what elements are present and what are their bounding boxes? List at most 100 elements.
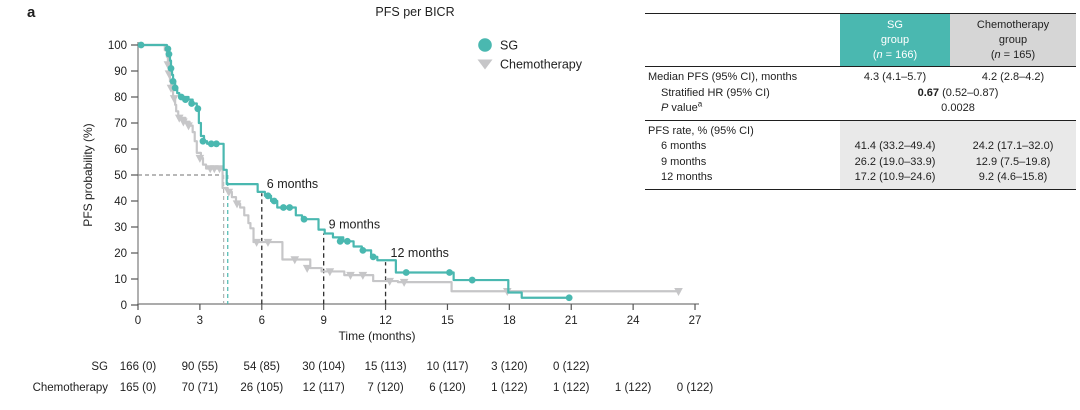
pfs-rate-section: PFS rate, % (95% CI) 6 months 41.4 (33.2… [645,120,1076,190]
sg-header-line2: group [880,34,910,46]
p-value-row: P valuea 0.0028 [645,99,1076,117]
rate-12mo-label: 12 months [661,171,713,184]
risk-value: 26 (105) [240,382,283,394]
y-tick-label: 90 [114,66,127,78]
median-pfs-sg-value: 4.3 (4.1–5.7) [863,71,927,84]
y-tick-label: 60 [114,144,127,156]
chemo-censor-mark [346,271,355,280]
sg-censor-mark [264,192,272,200]
chemo-censor-mark [179,118,188,127]
timepoint-9mo-label: 9 months [329,218,380,232]
y-tick-label: 40 [114,196,127,208]
risk-value: 166 (0) [120,361,157,373]
risk-value: 0 (122) [553,361,590,373]
risk-value: 0 (122) [677,382,714,394]
sg-censor-mark [182,96,189,103]
median-pfs-row: Median PFS (95% CI), months 4.3 (4.1–5.7… [645,70,1076,86]
risk-value: 1 (122) [553,382,590,394]
rate-9mo-chemo: 12.9 (7.5–19.8) [975,155,1051,168]
sg-censor-mark [137,41,145,49]
chemo-header-line1: Chemotherapy [976,19,1050,31]
rate-9mo-sg: 26.2 (19.0–33.9) [854,155,936,168]
y-tick-label: 80 [114,92,127,104]
chemo-censor-mark [399,278,409,287]
rate-6mo-sg: 41.4 (33.2–49.4) [854,140,936,153]
p-value-label: P valuea [661,99,703,115]
chemo-censor-mark [195,154,205,163]
sg-group-header: SG group (n = 166) [840,14,950,66]
x-tick-label: 21 [565,315,578,327]
p-value: 0.0028 [941,102,975,115]
rate-12mo-row: 12 months 17.2 (10.9–24.6) 9.2 (4.6–15.8… [645,170,1076,186]
chemo-censor-mark [263,238,273,247]
results-table: SG group (n = 166) Chemotherapy group (n… [645,13,1076,190]
rate-12mo-chemo: 9.2 (4.6–15.8) [978,171,1048,184]
y-tick-label: 100 [108,40,127,52]
header-spacer [645,14,840,66]
chemo-censor-mark [674,288,683,297]
risk-row-label: SG [91,361,108,373]
risk-row-label: Chemotherapy [33,382,109,394]
chemo-header-n: (n = 165) [990,49,1036,61]
rate-9mo-label: 9 months [661,155,707,168]
median-pfs-label: Median PFS (95% CI), months [648,71,798,84]
legend-sg-label: SG [500,39,518,53]
chemotherapy-km-curve [138,43,681,293]
legend-chemo-label: Chemotherapy [500,58,583,72]
risk-value: 165 (0) [120,382,157,394]
x-axis-title: Time (months) [339,329,416,343]
rate-6mo-label: 6 months [661,140,707,153]
rate-6mo-row: 6 months 41.4 (33.2–49.4) 24.2 (17.1–32.… [645,139,1076,155]
sg-km-curve [138,43,572,299]
median-pfs-chemo-value: 4.2 (2.8–4.2) [981,71,1045,84]
chemo-censor-mark [169,95,179,104]
x-tick-label: 6 [259,315,265,327]
chemo-censor-mark [232,200,242,209]
median-section: Median PFS (95% CI), months 4.3 (4.1–5.7… [645,67,1076,121]
rate-columns-background [840,120,1076,189]
sg-censor-mark [199,137,207,145]
chemo-censor-mark [302,264,312,273]
results-table-header: SG group (n = 166) Chemotherapy group (n… [645,14,1076,67]
chemo-censor-mark [184,122,193,131]
risk-value: 10 (117) [426,361,468,373]
sg-censor-mark [402,269,410,276]
risk-value: 12 (117) [303,382,345,394]
chemo-censor-mark [385,277,394,286]
chemo-censor-mark [358,271,368,280]
rate-header-label: PFS rate, % (95% CI) [648,124,754,137]
sg-censor-mark [565,294,573,302]
sg-censor-mark [207,140,215,148]
x-tick-label: 18 [503,315,516,327]
x-tick-label: 27 [689,315,702,327]
rate-9mo-row: 9 months 26.2 (19.0–33.9) 12.9 (7.5–19.8… [645,155,1076,171]
y-tick-label: 70 [114,118,127,130]
sg-censor-mark [359,247,367,254]
chemo-censor-mark [252,238,261,247]
x-tick-label: 0 [135,315,141,327]
chemo-censor-mark [224,188,234,197]
sg-censor-mark [167,65,175,72]
sg-header-n: (n = 166) [872,49,918,61]
risk-value: 90 (55) [182,361,219,373]
sg-censor-mark [336,237,344,245]
hr-label: Stratified HR (95% CI) [661,86,770,99]
chemo-header-line2: group [998,34,1028,46]
hr-value: 0.67 (0.52–0.87) [917,86,999,99]
hr-row: Stratified HR (95% CI) 0.67 (0.52–0.87) [645,86,1076,102]
sg-censor-mark [369,253,377,261]
risk-value: 7 (120) [367,382,404,394]
chemo-censor-mark [325,268,335,277]
sg-censor-mark [194,105,202,113]
y-tick-label: 30 [114,222,127,234]
sg-censor-mark [165,50,173,58]
sg-censor-mark [286,204,294,211]
x-tick-label: 24 [627,315,640,327]
panel-letter: a [27,4,36,21]
timepoint-12mo-label: 12 months [391,246,449,260]
x-tick-label: 12 [379,315,392,327]
legend-sg-marker-icon [478,38,492,52]
risk-value: 6 (120) [429,382,466,394]
risk-value: 54 (85) [244,361,281,373]
